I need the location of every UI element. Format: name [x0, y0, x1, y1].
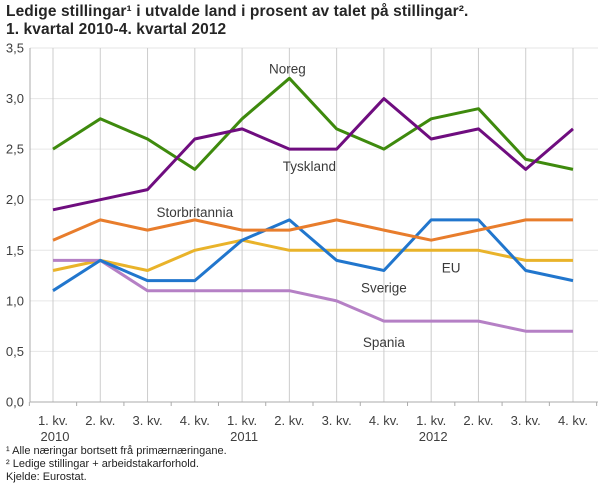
x-tick-label: 1. kv.	[416, 413, 446, 428]
chart-title-line1: Ledige stillingar¹ i utvalde land i pros…	[6, 3, 469, 20]
y-tick-label: 3,0	[6, 91, 24, 106]
y-tick-label: 0,0	[6, 395, 24, 410]
y-tick-label: 2,5	[6, 142, 24, 157]
x-tick-label: 1. kv.	[227, 413, 257, 428]
chart-title: Ledige stillingar¹ i utvalde land i pros…	[6, 3, 604, 39]
x-year-label: 2011	[230, 429, 258, 444]
x-tick-label: 4. kv.	[369, 413, 399, 428]
y-tick-label: 1,0	[6, 293, 24, 308]
series-line-spania	[53, 258, 573, 333]
y-tick-label: 1,5	[6, 243, 24, 258]
x-tick-label: 4. kv.	[180, 413, 210, 428]
x-tick-label: 4. kv.	[558, 413, 588, 428]
series-label-sverige: Sverige	[361, 281, 407, 296]
x-tick-label: 3. kv.	[511, 413, 541, 428]
footnote-2: ² Ledige stillingar + arbeidstakarforhol…	[6, 458, 199, 470]
y-tick-label: 3,5	[6, 41, 24, 56]
y-tick-label: 0,5	[6, 344, 24, 359]
series-label-eu: EU	[442, 260, 461, 275]
x-year-label: 2010	[41, 429, 70, 444]
series-label-spania: Spania	[363, 335, 406, 350]
series-line-eu	[52, 238, 573, 272]
x-tick-label: 2. kv.	[274, 413, 304, 428]
series-line-tyskland	[52, 97, 574, 212]
chart-title-line2: 1. kvartal 2010-4. kvartal 2012	[6, 21, 227, 38]
footnote-source: Kjelde: Eurostat.	[6, 471, 87, 483]
x-tick-label: 2. kv.	[85, 413, 115, 428]
series-label-storbritannia: Storbritannia	[157, 205, 234, 220]
series-label-tyskland: Tyskland	[283, 159, 336, 174]
x-tick-label: 2. kv.	[463, 413, 493, 428]
x-year-label: 2012	[419, 429, 448, 444]
x-tick-label: 3. kv.	[132, 413, 162, 428]
y-tick-label: 2,0	[6, 192, 24, 207]
series-label-noreg: Noreg	[269, 61, 306, 76]
line-chart-canvas: Noreg Tyskland Storbritannia EU Sverige Spani…	[6, 41, 598, 444]
footnotes: ¹ Alle næringar bortsett frå primærnærin…	[6, 445, 604, 484]
footnote-1: ¹ Alle næringar bortsett frå primærnærin…	[6, 445, 227, 457]
x-tick-label: 1. kv.	[38, 413, 68, 428]
series-line-storbritannia	[52, 218, 573, 242]
series-line-noreg	[52, 76, 574, 171]
x-tick-label: 3. kv.	[322, 413, 352, 428]
